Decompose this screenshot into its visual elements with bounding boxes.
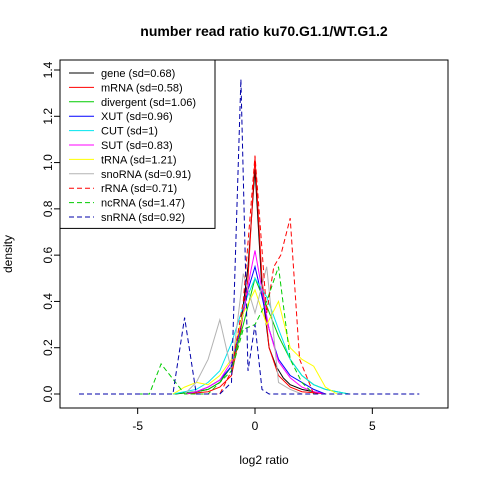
legend-label: SUT (sd=0.83) [101, 140, 173, 152]
series-line-4 [172, 277, 349, 395]
x-axis-label: log2 ratio [239, 453, 289, 467]
x-tick-label: 5 [369, 419, 376, 433]
legend-label: snRNA (sd=0.92) [101, 212, 185, 224]
series-line-8 [196, 155, 315, 395]
series-line-5 [184, 250, 326, 395]
x-tick-label: -5 [132, 419, 143, 433]
series-layer [79, 79, 420, 395]
series-line-10 [79, 79, 420, 395]
series-line-3 [184, 264, 326, 395]
y-tick-label: 0.2 [41, 339, 55, 356]
chart-title: number read ratio ku70.G1.1/WT.G1.2 [140, 23, 388, 39]
legend-box [59, 59, 216, 229]
legend-label: CUT (sd=1) [101, 126, 158, 138]
series-line-1 [184, 157, 326, 395]
series-line-9 [137, 266, 315, 395]
y-tick-label: 1.2 [41, 108, 55, 125]
axes: -5 0 5 0.0 0.2 0.4 0.6 0.8 1.0 1.2 1.4 [41, 61, 376, 433]
legend-label: gene (sd=0.68) [101, 68, 175, 80]
legend-label: snoRNA (sd=0.91) [101, 169, 191, 181]
y-tick-label: 0.8 [41, 200, 55, 217]
y-axis-label: density [1, 235, 15, 273]
y-tick-label: 1.0 [41, 154, 55, 171]
series-line-7 [184, 266, 303, 395]
legend-label: mRNA (sd=0.58) [101, 82, 183, 94]
legend-label: tRNA (sd=1.21) [101, 154, 177, 166]
y-tick-label: 0.6 [41, 246, 55, 263]
legend-label: rRNA (sd=0.71) [101, 183, 177, 195]
legend-label: ncRNA (sd=1.47) [101, 198, 185, 210]
x-tick-label: 0 [252, 419, 259, 433]
y-tick-label: 0.0 [41, 385, 55, 402]
y-tick-label: 1.4 [41, 61, 55, 78]
legend-label: divergent (sd=1.06) [101, 97, 196, 109]
y-tick-label: 0.4 [41, 293, 55, 310]
legend-label: XUT (sd=0.96) [101, 111, 173, 123]
legend: gene (sd=0.68) mRNA (sd=0.58) divergent (s… [59, 59, 216, 229]
series-line-6 [172, 288, 338, 395]
